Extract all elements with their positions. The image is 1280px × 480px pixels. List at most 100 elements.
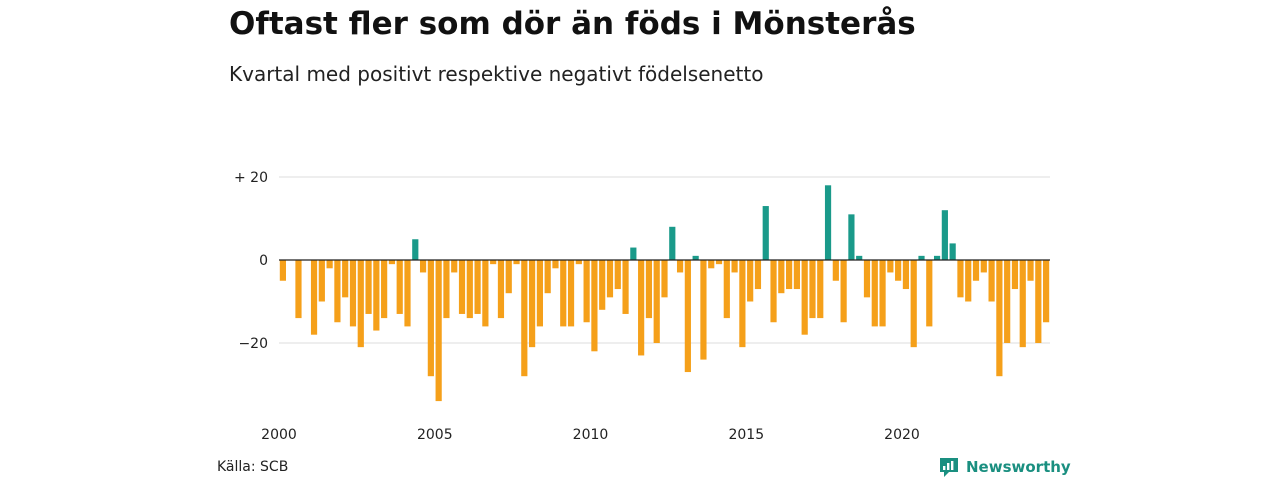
bar: [786, 260, 793, 290]
bar: [840, 260, 847, 323]
x-tick-label: 2000: [261, 427, 297, 443]
bar: [910, 260, 917, 348]
bar: [895, 260, 902, 281]
bar: [996, 260, 1003, 377]
x-tick-label: 2010: [573, 427, 609, 443]
bar: [941, 210, 948, 260]
bar: [318, 260, 325, 302]
bar: [614, 260, 621, 290]
bar: [731, 260, 738, 273]
bar: [645, 260, 653, 319]
bar: [715, 260, 723, 265]
newsworthy-chart-bubble-icon: [940, 458, 958, 477]
bar: [349, 260, 357, 327]
bar: [365, 260, 372, 314]
bar: [653, 260, 660, 343]
bar: [700, 260, 707, 360]
chart-title: Oftast fler som dör än föds i Mönsterås: [229, 6, 916, 42]
bar: [334, 260, 341, 323]
bar: [793, 260, 800, 290]
bar: [435, 260, 442, 402]
bar: [1027, 260, 1034, 281]
bar: [832, 260, 839, 281]
bar: [295, 260, 302, 319]
bar: [388, 260, 396, 265]
bar: [373, 260, 380, 331]
y-tick-label: + 20: [234, 170, 268, 186]
bar: [739, 260, 746, 348]
x-tick-label: 2015: [728, 427, 764, 443]
bar: [599, 260, 606, 310]
bar: [412, 239, 419, 260]
bar: [482, 260, 489, 327]
y-tick-label: −20: [238, 336, 268, 352]
bar: [567, 260, 575, 327]
y-tick-label: 0: [259, 253, 268, 269]
bar: [887, 260, 894, 273]
y-axis-ticks: + 20 0 −20: [234, 170, 268, 352]
bar: [708, 260, 715, 269]
bar: [778, 260, 785, 294]
brand-name: Newsworthy: [966, 458, 1071, 476]
bar: [497, 260, 505, 319]
bar: [661, 260, 668, 298]
bar: [684, 260, 691, 373]
bar: [879, 260, 886, 327]
bar: [451, 260, 458, 273]
bar: [692, 255, 699, 260]
bar: [871, 260, 878, 327]
bar: [560, 260, 567, 327]
bar: [536, 260, 543, 327]
bar: [1011, 260, 1019, 290]
bar: [638, 260, 645, 356]
bar: [902, 260, 910, 290]
bar: [622, 260, 629, 314]
bar: [988, 260, 995, 302]
gridlines: [279, 176, 1050, 344]
bar: [723, 260, 730, 319]
bar: [490, 260, 497, 265]
bar: [949, 243, 956, 260]
bar: [957, 260, 964, 298]
x-tick-label: 2005: [417, 427, 453, 443]
source-note: Källa: SCB: [217, 459, 289, 475]
brand-logo[interactable]: Newsworthy: [938, 456, 1071, 478]
bar: [544, 260, 551, 294]
bar: [918, 255, 925, 260]
bar: [513, 260, 520, 265]
bar: [474, 260, 481, 314]
bar: [1035, 260, 1042, 343]
chart-subtitle: Kvartal med positivt respektive negativt…: [229, 62, 764, 86]
bar: [326, 260, 333, 269]
bar: [801, 260, 808, 335]
bar: [824, 185, 832, 260]
bar: [817, 260, 824, 319]
x-axis-ticks: 2000 2005 2010 2015 2020: [261, 427, 920, 443]
x-tick-label: 2020: [884, 427, 920, 443]
bar: [965, 260, 972, 302]
bar: [466, 260, 473, 319]
bar: [933, 255, 941, 260]
bar: [747, 260, 754, 302]
bars: [279, 185, 1050, 402]
bar: [980, 260, 987, 273]
bar: [404, 260, 411, 327]
bar: [762, 206, 769, 260]
bar: [419, 260, 427, 273]
bar: [676, 260, 684, 273]
bar: [381, 260, 388, 319]
bar: [427, 260, 434, 377]
bar: [1043, 260, 1050, 323]
bar: [1004, 260, 1011, 343]
bar: [926, 260, 933, 327]
bar: [552, 260, 559, 269]
bar: [606, 260, 614, 298]
bar: [863, 260, 871, 298]
bar: [669, 226, 676, 260]
bar: [583, 260, 590, 323]
bar: [972, 260, 980, 281]
bar: [848, 214, 855, 260]
bar: [630, 247, 637, 260]
bar: [443, 260, 450, 319]
